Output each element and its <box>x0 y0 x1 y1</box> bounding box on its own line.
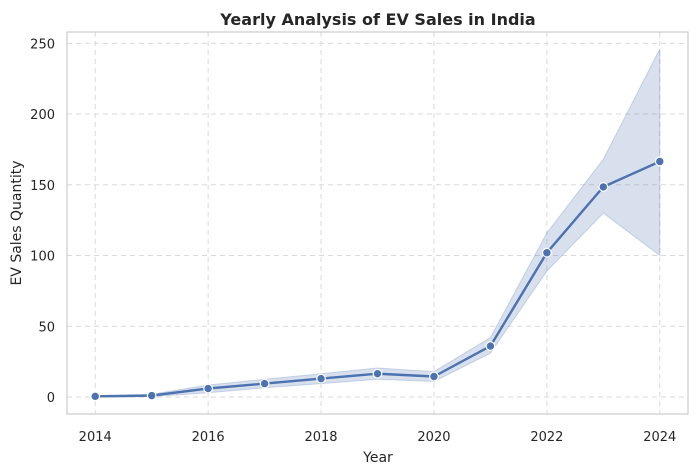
confidence-band <box>94 48 661 398</box>
data-point <box>429 371 439 382</box>
y-tick-label: 100 <box>30 250 55 265</box>
x-tick-labels: 2014 2016 2018 2020 2022 2024 <box>79 430 677 445</box>
data-point <box>654 156 665 167</box>
x-tick-label: 2014 <box>79 430 112 445</box>
data-point <box>598 182 609 192</box>
chart-title: Yearly Analysis of EV Sales in India <box>219 10 535 29</box>
y-tick-label: 200 <box>30 108 55 123</box>
plot-frame <box>66 31 689 415</box>
y-tick-label: 250 <box>30 37 55 52</box>
x-tick-label: 2016 <box>192 430 225 445</box>
x-tick-label: 2022 <box>530 430 563 445</box>
data-point <box>90 391 101 402</box>
y-axis-label: EV Sales Quantity <box>9 160 25 285</box>
data-point <box>316 373 326 384</box>
data-point <box>372 368 383 379</box>
data-point <box>203 383 214 394</box>
data-points <box>90 156 665 402</box>
data-point <box>259 378 270 389</box>
y-tick-label: 50 <box>38 320 55 335</box>
x-tick-label: 2018 <box>304 430 337 445</box>
data-point <box>146 390 157 401</box>
grid <box>67 32 688 414</box>
x-tick-label: 2020 <box>417 430 450 445</box>
data-point <box>541 247 552 258</box>
ci-band <box>94 48 661 398</box>
x-axis-label: Year <box>362 450 393 466</box>
y-tick-labels: 0 50 100 150 200 250 <box>30 37 55 406</box>
y-tick-label: 0 <box>47 391 55 406</box>
x-tick-label: 2024 <box>643 430 676 445</box>
data-point <box>485 341 496 351</box>
y-tick-label: 150 <box>30 179 55 194</box>
